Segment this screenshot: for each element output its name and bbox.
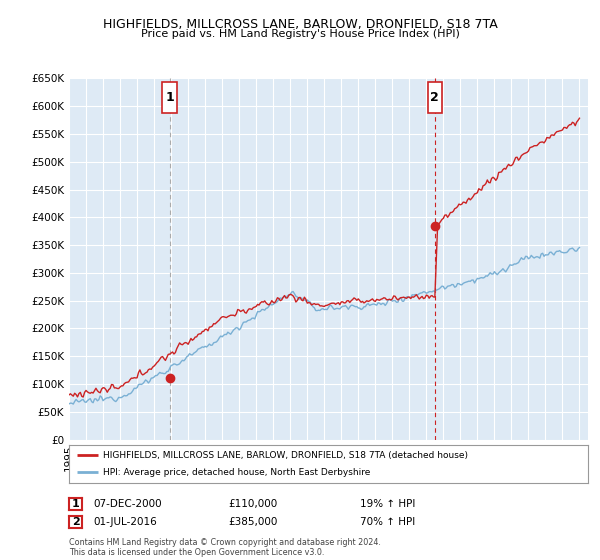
Text: 07-DEC-2000: 07-DEC-2000 — [93, 499, 161, 509]
Text: 1: 1 — [166, 91, 174, 104]
FancyBboxPatch shape — [428, 82, 442, 113]
FancyBboxPatch shape — [163, 82, 177, 113]
Text: 2: 2 — [72, 517, 79, 527]
Text: 19% ↑ HPI: 19% ↑ HPI — [360, 499, 415, 509]
Text: £385,000: £385,000 — [228, 517, 277, 527]
Text: £110,000: £110,000 — [228, 499, 277, 509]
Text: HIGHFIELDS, MILLCROSS LANE, BARLOW, DRONFIELD, S18 7TA: HIGHFIELDS, MILLCROSS LANE, BARLOW, DRON… — [103, 18, 497, 31]
Text: Contains HM Land Registry data © Crown copyright and database right 2024.
This d: Contains HM Land Registry data © Crown c… — [69, 538, 381, 557]
Text: HIGHFIELDS, MILLCROSS LANE, BARLOW, DRONFIELD, S18 7TA (detached house): HIGHFIELDS, MILLCROSS LANE, BARLOW, DRON… — [103, 451, 468, 460]
Text: 1: 1 — [72, 499, 79, 509]
Text: 2: 2 — [430, 91, 439, 104]
Text: Price paid vs. HM Land Registry's House Price Index (HPI): Price paid vs. HM Land Registry's House … — [140, 29, 460, 39]
Text: 70% ↑ HPI: 70% ↑ HPI — [360, 517, 415, 527]
Text: 01-JUL-2016: 01-JUL-2016 — [93, 517, 157, 527]
Text: HPI: Average price, detached house, North East Derbyshire: HPI: Average price, detached house, Nort… — [103, 468, 370, 477]
